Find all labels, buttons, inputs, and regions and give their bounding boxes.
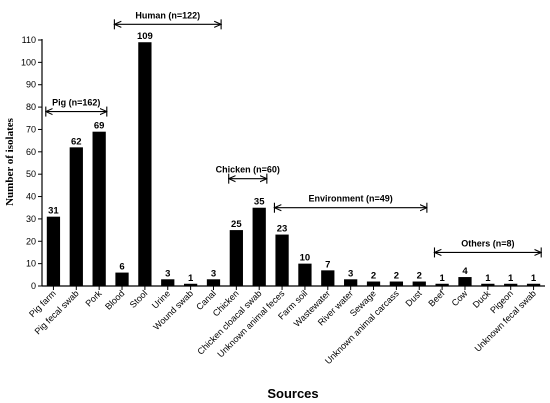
bar (229, 230, 243, 286)
y-tick-label: 60 (26, 147, 36, 157)
bar (504, 283, 518, 286)
data-label: 1 (188, 273, 194, 284)
bar (321, 270, 335, 286)
group-annotation: Environment (n=49) (274, 194, 426, 213)
bar (344, 279, 358, 286)
group-label: Chicken (n=60) (216, 165, 280, 175)
group-annotation: Chicken (n=60) (216, 165, 280, 184)
data-label: 4 (462, 266, 468, 277)
bar (481, 283, 495, 286)
group-annotations: Pig (n=162) Human (n=122) Chicken (n=60) En… (46, 10, 541, 258)
y-tick-label: 30 (26, 214, 36, 224)
data-label: 1 (485, 273, 491, 284)
data-label: 1 (531, 273, 537, 284)
y-tick-label: 100 (21, 57, 36, 67)
bar (161, 279, 175, 286)
y-tick-label: 90 (26, 80, 36, 90)
x-tick-label: Pork (83, 288, 104, 309)
data-label: 1 (508, 273, 514, 284)
bar (252, 207, 266, 286)
y-tick-label: 10 (26, 259, 36, 269)
data-label: 109 (137, 31, 153, 42)
y-tick-label: 110 (22, 35, 36, 45)
y-tick-label: 70 (26, 124, 36, 134)
bar (69, 147, 83, 286)
data-label: 6 (119, 262, 124, 273)
y-axis-label: Number of isolates (4, 117, 16, 206)
x-tick-label: Cow (450, 288, 470, 308)
data-label: 62 (71, 136, 82, 147)
bar (275, 234, 289, 286)
data-label: 3 (211, 268, 216, 279)
group-label: Human (n=122) (135, 10, 200, 20)
x-tick-label: Beef (426, 288, 447, 309)
group-annotation: Others (n=8) (434, 238, 541, 258)
group-annotation: Human (n=122) (114, 10, 221, 30)
y-tick-label: 80 (26, 102, 36, 112)
axes (41, 39, 545, 287)
bar (115, 272, 129, 286)
data-label: 2 (371, 271, 376, 282)
group-label: Environment (n=49) (309, 194, 393, 204)
y-tick-label: 0 (31, 281, 36, 291)
data-label: 3 (165, 268, 170, 279)
bar (46, 216, 61, 286)
data-label: 25 (231, 219, 242, 230)
bar (92, 131, 106, 286)
bar (298, 263, 312, 286)
bar (526, 283, 541, 286)
bar (138, 42, 152, 287)
y-tick-label: 20 (26, 236, 36, 246)
x-tick-label: Blood (103, 288, 126, 311)
bar (458, 277, 472, 286)
group-label: Pig (n=162) (52, 98, 100, 108)
data-label: 1 (439, 273, 445, 284)
data-label: 3 (348, 268, 353, 279)
bar (366, 281, 381, 286)
data-label: 7 (325, 259, 330, 270)
data-label: 69 (94, 121, 105, 132)
data-label: 2 (417, 271, 422, 282)
bars (46, 42, 541, 287)
data-label: 10 (300, 253, 311, 264)
group-label: Others (n=8) (461, 238, 514, 248)
data-label: 31 (48, 206, 59, 217)
bar (435, 283, 449, 286)
bar (206, 279, 221, 286)
bar (412, 281, 426, 286)
data-label: 23 (277, 224, 288, 235)
y-tick-label: 50 (26, 169, 36, 179)
x-tick-label: Dust (404, 288, 425, 309)
data-label: 2 (394, 271, 399, 282)
y-tick-label: 40 (26, 192, 36, 202)
bar (389, 281, 404, 286)
x-tick-label: Stool (128, 288, 150, 310)
y-ticks: 0 10 20 30 40 50 60 70 80 90 100 110 (21, 35, 42, 291)
x-axis-label: Sources (267, 386, 318, 401)
bar (183, 283, 198, 286)
data-label: 35 (254, 197, 265, 208)
group-annotation: Pig (n=162) (46, 98, 107, 117)
